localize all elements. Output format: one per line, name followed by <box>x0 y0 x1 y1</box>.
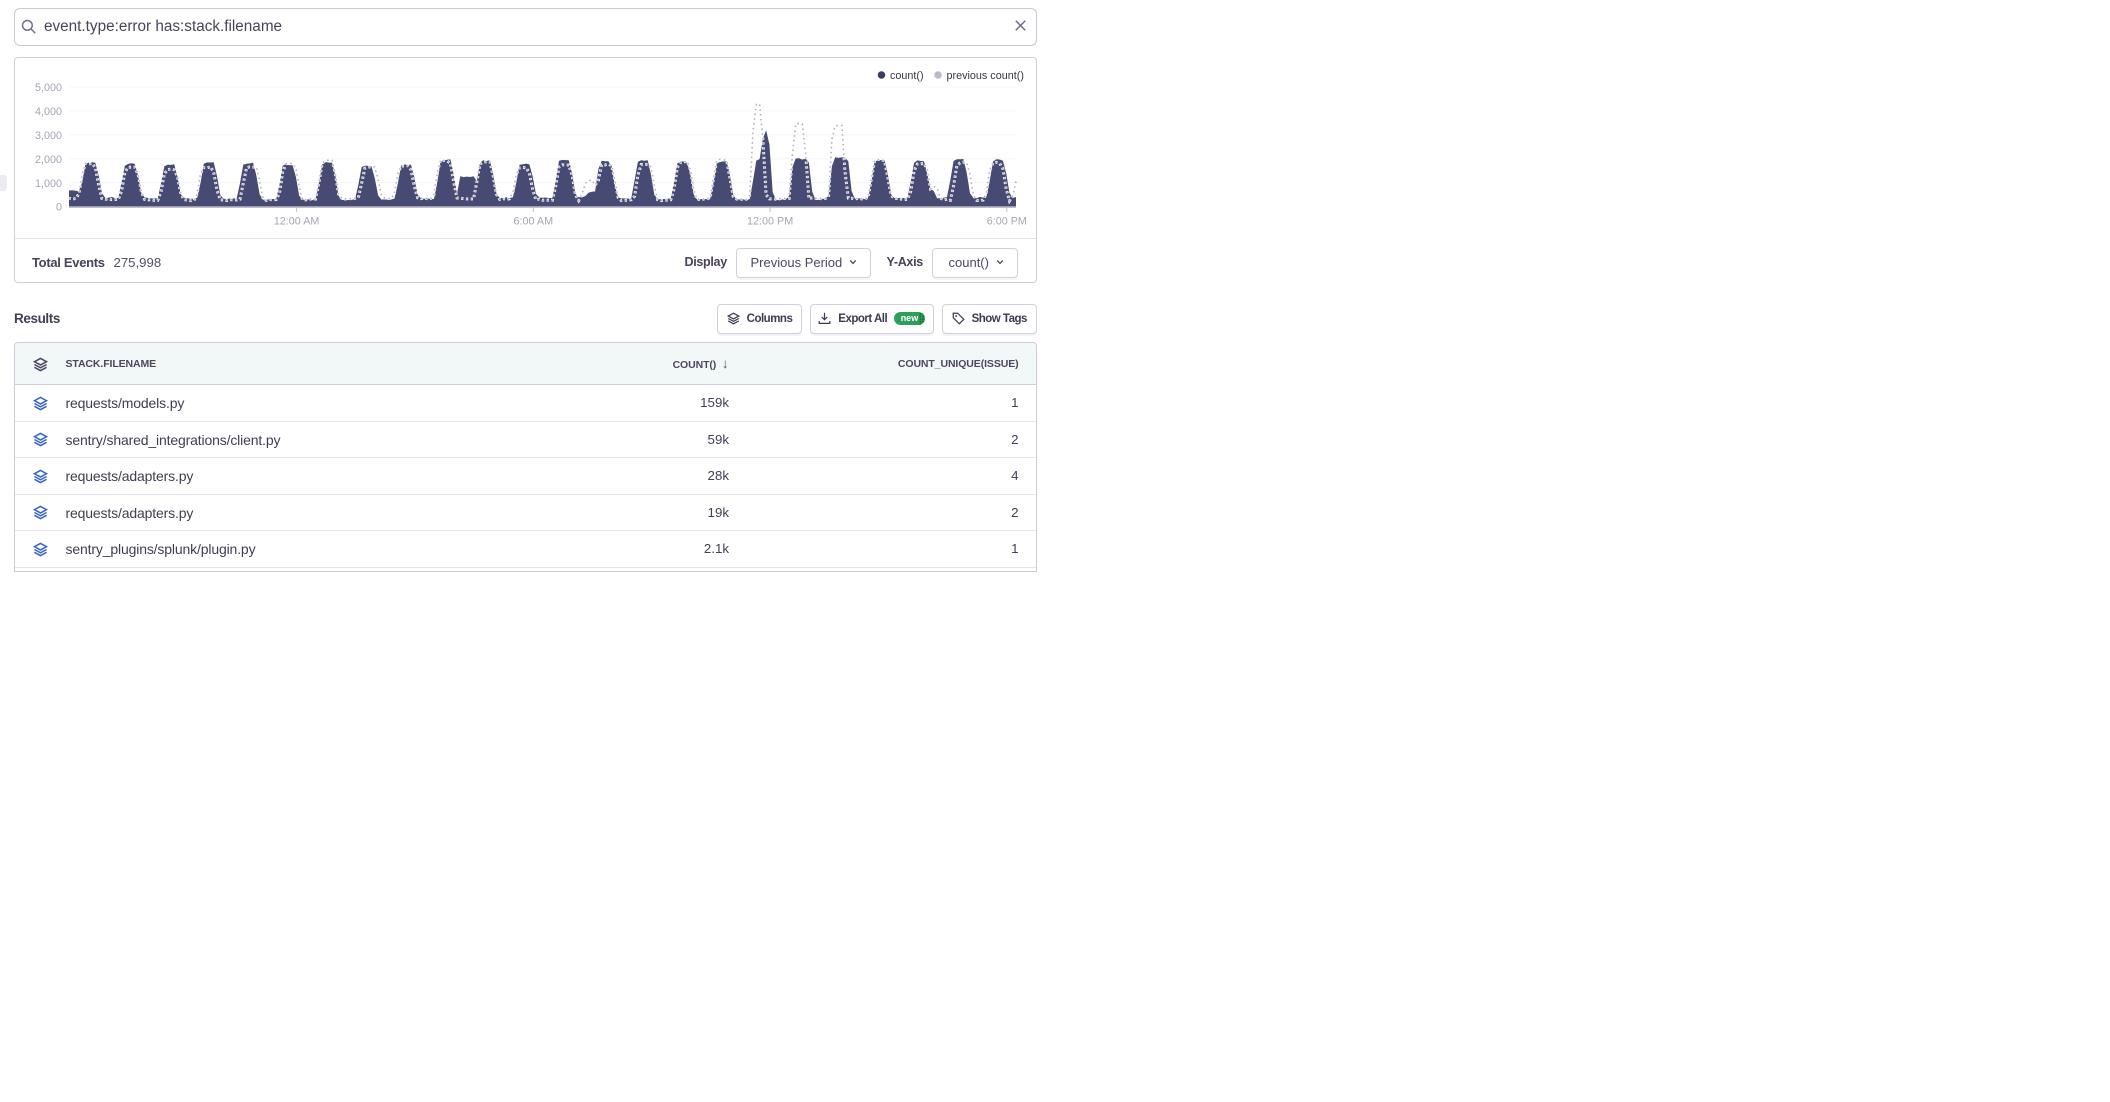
svg-text:5,000: 5,000 <box>35 82 62 94</box>
svg-text:12:00 AM: 12:00 AM <box>274 215 320 227</box>
svg-text:0: 0 <box>56 201 62 213</box>
svg-text:6:00 PM: 6:00 PM <box>987 215 1027 227</box>
svg-text:count(): count() <box>890 70 924 82</box>
svg-text:2,000: 2,000 <box>35 153 62 165</box>
svg-text:3,000: 3,000 <box>35 130 62 142</box>
svg-text:12:00 PM: 12:00 PM <box>747 215 793 227</box>
svg-text:6:00 AM: 6:00 AM <box>513 215 553 227</box>
svg-text:1,000: 1,000 <box>35 177 62 189</box>
svg-text:previous count(): previous count() <box>947 70 1024 82</box>
svg-text:4,000: 4,000 <box>35 106 62 118</box>
